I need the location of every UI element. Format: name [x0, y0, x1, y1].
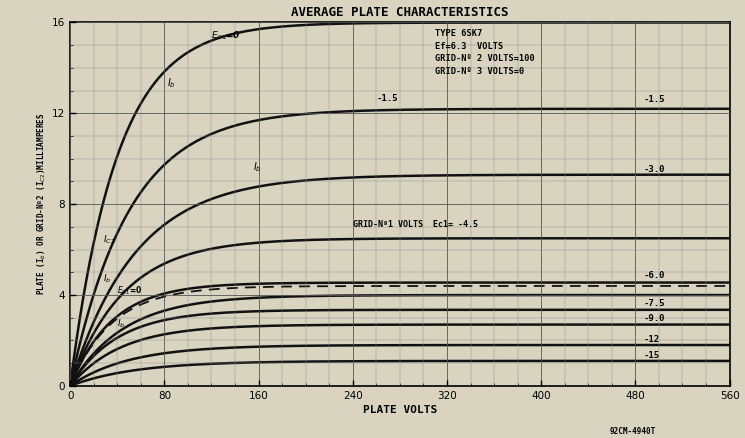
Text: TYPE 6SK7
Ef=6.3  VOLTS
GRID-Nº 2 VOLTS=100
GRID-Nº 3 VOLTS=0: TYPE 6SK7 Ef=6.3 VOLTS GRID-Nº 2 VOLTS=1…: [435, 29, 535, 76]
Text: -1.5: -1.5: [644, 95, 665, 104]
Text: GRID-Nº1 VOLTS  Ec1= -4.5: GRID-Nº1 VOLTS Ec1= -4.5: [352, 220, 478, 229]
X-axis label: PLATE VOLTS: PLATE VOLTS: [363, 405, 437, 415]
Text: $\mathit{E}_{C1}$=0: $\mathit{E}_{C1}$=0: [117, 285, 143, 297]
Text: 92CM-4940T: 92CM-4940T: [609, 427, 656, 436]
Text: -9.0: -9.0: [644, 314, 665, 323]
Text: $\mathit{I}_{b}$: $\mathit{I}_{b}$: [103, 272, 112, 285]
Text: -6.0: -6.0: [644, 271, 665, 280]
Text: $\mathit{I}_{b}$: $\mathit{I}_{b}$: [253, 160, 261, 174]
Text: $\mathit{I}_{b}$: $\mathit{I}_{b}$: [117, 318, 126, 330]
Text: -3.0: -3.0: [644, 166, 665, 174]
Text: $\mathit{I}_{C2}$: $\mathit{I}_{C2}$: [103, 234, 115, 246]
Text: -1.5: -1.5: [376, 94, 398, 103]
Y-axis label: PLATE (I$_b$) OR GRID-Nº2 (I$_{C2}$)MILLIAMPERES: PLATE (I$_b$) OR GRID-Nº2 (I$_{C2}$)MILL…: [35, 113, 48, 296]
Title: AVERAGE PLATE CHARACTERISTICS: AVERAGE PLATE CHARACTERISTICS: [291, 6, 509, 18]
Text: -12: -12: [644, 335, 660, 343]
Text: -15: -15: [644, 350, 660, 360]
Text: $\mathit{E}_{C1}$=0: $\mathit{E}_{C1}$=0: [212, 29, 241, 42]
Text: -7.5: -7.5: [644, 300, 665, 308]
Text: $\mathit{I}_{b}$: $\mathit{I}_{b}$: [167, 76, 176, 90]
